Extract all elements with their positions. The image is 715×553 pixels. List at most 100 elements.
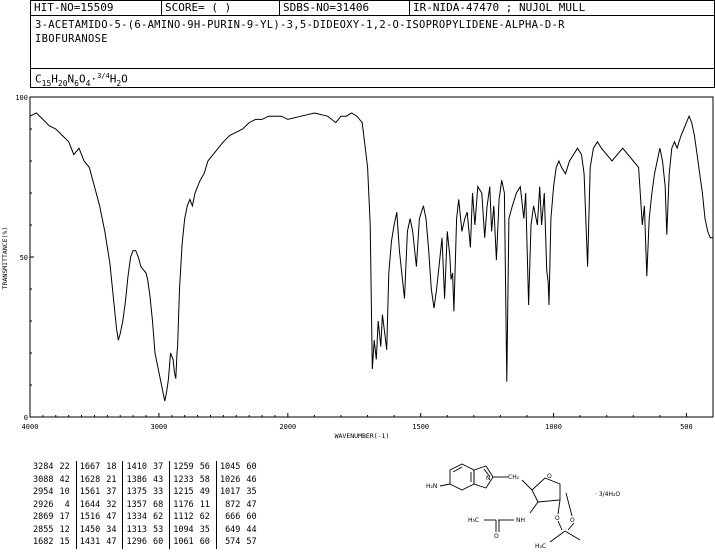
peak-wavenumber: 2855 — [33, 524, 54, 535]
dioxolane-oxygen-1-label: O — [555, 515, 560, 522]
peak-transmittance: 37 — [103, 486, 124, 499]
peak-transmittance: 35 — [196, 523, 217, 536]
peak-row: 2954 10 1561 37 1375 33 1215 49 1017 35 — [30, 486, 263, 499]
peak-wavenumber: 1045 — [219, 462, 241, 472]
compound-name-line-2: IBOFURANOSE — [35, 33, 108, 45]
peak-wavenumber: 1061 — [173, 537, 194, 547]
h3c-isopropylidene-label: H₃C — [535, 543, 546, 550]
peak-transmittance: 53 — [149, 523, 171, 536]
peak-wavenumber: 2926 — [33, 499, 54, 510]
peak-transmittance: 17 — [56, 511, 77, 524]
peak-wavenumber: 1313 — [126, 524, 147, 535]
peak-row: 1682 15 1431 47 1296 60 1061 60 574 57 — [30, 536, 263, 549]
x-tick-label: 4000 — [22, 423, 39, 431]
peak-wavenumber: 3284 — [33, 462, 54, 472]
sdbs-no: SDBS-NO=31406 — [279, 1, 409, 15]
peak-wavenumber: 1112 — [173, 512, 194, 522]
peak-row: 3284 22 1667 18 1410 37 1259 56 1045 60 — [30, 461, 263, 474]
peak-transmittance: 4 — [56, 498, 77, 511]
peak-row: 3088 42 1628 21 1386 43 1233 58 1026 46 — [30, 473, 263, 486]
peak-transmittance: 60 — [246, 512, 257, 522]
purine-six-ring — [449, 463, 475, 491]
peak-transmittance: 57 — [246, 537, 257, 547]
peak-transmittance: 43 — [149, 473, 171, 486]
x-tick-label: 2000 — [279, 423, 296, 431]
x-axis-label: WAVENUMBER(-1) — [335, 432, 390, 440]
ch2-label: CH₂ — [508, 474, 520, 481]
peak-wavenumber: 1667 — [79, 462, 101, 472]
peak-wavenumber: 1628 — [79, 474, 101, 485]
compound-name-box: 3-ACETAMIDO-5-(6-AMINO-9H-PURIN-9-YL)-3,… — [30, 15, 715, 69]
molecular-formula: C15H20N6O4·3/4H2O — [35, 72, 128, 88]
peak-transmittance: 15 — [56, 536, 77, 549]
h3c-acetyl-label: H₃C — [468, 517, 479, 524]
score: SCORE= ( ) — [161, 1, 279, 15]
y-tick-label: 0 — [24, 414, 28, 422]
furanose-ring — [531, 477, 561, 503]
ring-oxygen-label: O — [547, 473, 552, 480]
peak-transmittance: 12 — [56, 523, 77, 536]
peak-wavenumber: 1094 — [173, 524, 194, 535]
chart-ticks: 4000 3000 2000 1500 1000 500 0 50 100 — [15, 94, 692, 431]
peak-wavenumber: 1296 — [126, 537, 147, 547]
chart-axes — [29, 96, 714, 418]
peak-wavenumber: 1233 — [173, 474, 194, 485]
x-tick-label: 1500 — [412, 423, 429, 431]
peak-wavenumber: 1357 — [126, 499, 147, 510]
peak-wavenumber: 1561 — [79, 487, 101, 497]
peak-transmittance: 58 — [196, 473, 217, 486]
peak-transmittance: 47 — [103, 536, 124, 549]
peak-transmittance: 33 — [149, 486, 171, 499]
peak-wavenumber: 1259 — [173, 462, 194, 472]
x-tick-label: 1000 — [545, 423, 562, 431]
x-tick-label: 500 — [680, 423, 693, 431]
y-tick-label: 100 — [15, 94, 28, 102]
peak-wavenumber: 1026 — [219, 474, 241, 485]
ir-spectrum-chart: 4000 3000 2000 1500 1000 500 0 50 100 TRANSMITTA… — [1, 94, 714, 440]
peak-transmittance: 32 — [103, 498, 124, 511]
peak-transmittance: 47 — [246, 499, 257, 510]
peak-wavenumber: 666 — [225, 512, 241, 522]
dioxolane-oxygen-2-label: O — [570, 517, 575, 524]
peak-transmittance: 56 — [196, 461, 217, 474]
peak-transmittance: 49 — [196, 486, 217, 499]
peak-transmittance: 68 — [149, 498, 171, 511]
plot-frame — [29, 96, 714, 418]
peak-transmittance: 21 — [103, 473, 124, 486]
peak-wavenumber: 872 — [225, 499, 241, 510]
peak-wavenumber: 1516 — [79, 512, 101, 522]
peak-wavenumber: 1334 — [126, 512, 147, 522]
peak-table: 3284 22 1667 18 1410 37 1259 56 1045 60 3088 42 1628… — [30, 461, 263, 549]
peak-wavenumber: 3088 — [33, 474, 54, 485]
peak-transmittance: 35 — [246, 487, 257, 497]
peak-wavenumber: 1215 — [173, 487, 194, 497]
nh-label: NH — [516, 517, 525, 524]
y-axis-label: TRANSMITTANCE(%) — [1, 227, 9, 290]
peak-wavenumber: 1176 — [173, 499, 194, 510]
y-tick-label: 50 — [20, 254, 28, 262]
peak-wavenumber: 1017 — [219, 487, 241, 497]
peak-transmittance: 37 — [149, 461, 171, 474]
peak-wavenumber: 1375 — [126, 487, 147, 497]
peak-wavenumber: 649 — [225, 524, 241, 535]
peak-wavenumber: 2954 — [33, 487, 54, 497]
peak-transmittance: 62 — [149, 511, 171, 524]
peak-transmittance: 42 — [56, 473, 77, 486]
peak-transmittance: 60 — [196, 536, 217, 549]
formula-box: C15H20N6O4·3/4H2O — [30, 68, 715, 88]
peak-wavenumber: 1410 — [126, 462, 147, 472]
carbonyl-oxygen-label: O — [494, 533, 499, 540]
peak-wavenumber: 574 — [225, 537, 241, 547]
peak-transmittance: 60 — [246, 462, 257, 472]
peak-wavenumber: 1450 — [79, 524, 101, 535]
peak-wavenumber: 1431 — [79, 537, 101, 547]
peak-transmittance: 62 — [196, 511, 217, 524]
peak-transmittance: 34 — [103, 523, 124, 536]
purine-n-label: N — [486, 475, 491, 482]
peak-row: 2926 4 1644 32 1357 68 1176 11 872 47 — [30, 498, 263, 511]
peak-transmittance: 10 — [56, 486, 77, 499]
peak-transmittance: 44 — [246, 524, 257, 535]
hydrate-label: · 3/4H₂O — [595, 491, 620, 498]
peak-transmittance: 46 — [246, 474, 257, 485]
spectrum-line — [29, 112, 713, 402]
